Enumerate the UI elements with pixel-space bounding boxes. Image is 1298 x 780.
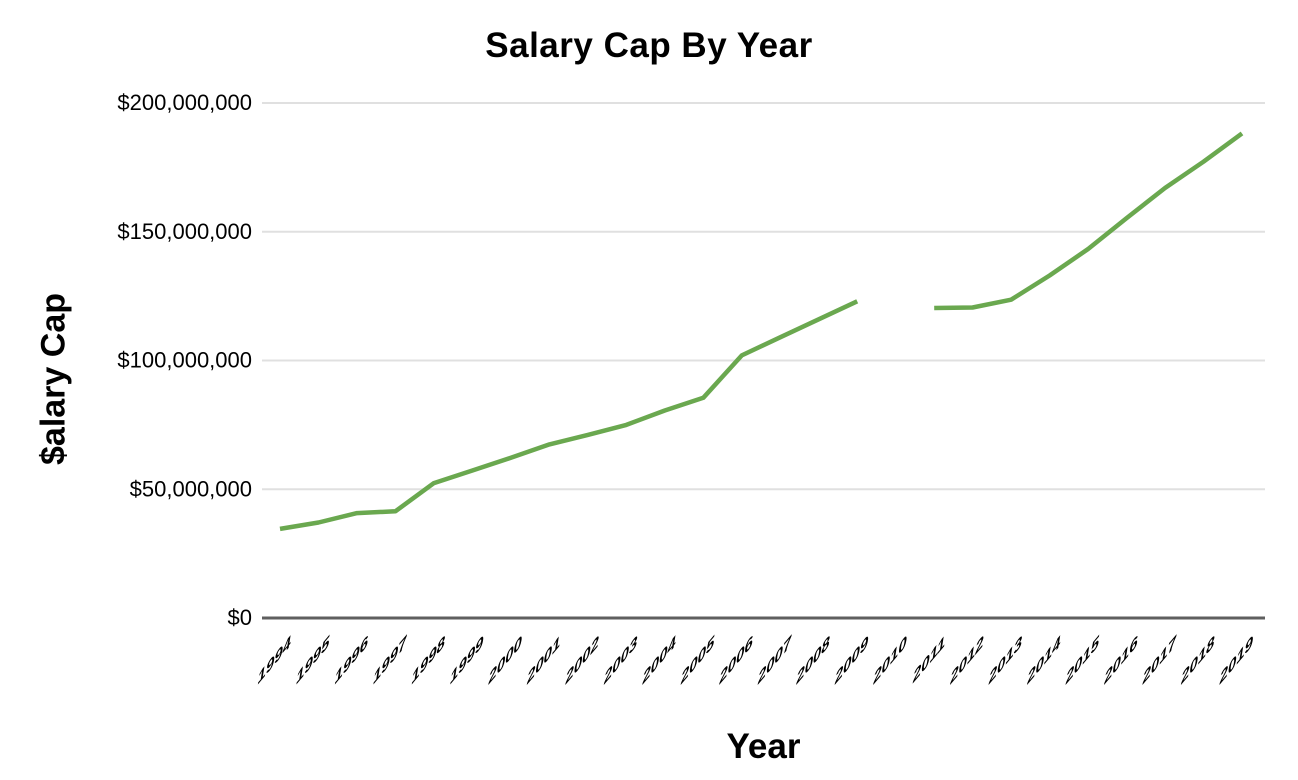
x-axis-tick-label: 2015 bbox=[1065, 631, 1100, 689]
x-axis-tick-label: 2006 bbox=[719, 631, 754, 689]
x-axis-tick-label: 2009 bbox=[834, 632, 868, 690]
y-axis-tick-label: $0 bbox=[228, 605, 252, 630]
x-axis-tick-label: 1998 bbox=[412, 632, 445, 689]
y-axis-tick-label: $100,000,000 bbox=[117, 348, 252, 373]
x-axis-tick-label: 2011 bbox=[912, 632, 945, 688]
salary-cap-line bbox=[279, 299, 859, 532]
x-axis-tick-label: 1996 bbox=[335, 631, 369, 689]
x-axis-title: Year bbox=[726, 727, 801, 766]
x-axis-tick-label: 1995 bbox=[296, 631, 330, 689]
x-axis-tick-label: 1997 bbox=[373, 631, 407, 689]
x-axis-tick-label: 2007 bbox=[757, 631, 792, 689]
x-axis-tick-label: 2002 bbox=[565, 632, 599, 690]
x-axis-tick-label: 2013 bbox=[988, 632, 1022, 690]
x-axis-tick-label: 2010 bbox=[873, 632, 907, 690]
x-axis-tick-label: 2017 bbox=[1142, 631, 1177, 689]
x-axis-tick-label: 2003 bbox=[603, 632, 637, 690]
x-axis-tick-label: 2019 bbox=[1219, 632, 1253, 690]
y-axis-tick-label: $50,000,000 bbox=[130, 476, 252, 501]
x-axis-tick-label: 2004 bbox=[642, 632, 676, 690]
x-axis-tick-label: 2008 bbox=[796, 632, 830, 690]
y-axis-tick-label: $200,000,000 bbox=[117, 90, 252, 115]
x-axis-tick-label: 2000 bbox=[488, 632, 522, 690]
x-axis-tick-label: 1999 bbox=[450, 632, 483, 689]
x-axis-tick-label: 2018 bbox=[1180, 632, 1214, 690]
y-axis-tick-label: $150,000,000 bbox=[117, 219, 252, 244]
x-axis-tick-label: 2014 bbox=[1026, 632, 1060, 690]
x-axis-tick-label: 2012 bbox=[950, 632, 984, 690]
x-axis-tick-label: 2005 bbox=[680, 631, 715, 689]
x-axis-tick-label: 1994 bbox=[258, 632, 291, 689]
chart-title: Salary Cap By Year bbox=[485, 26, 813, 65]
x-axis-tick-label: 2001 bbox=[526, 632, 560, 689]
x-axis-tick-label: 2016 bbox=[1103, 631, 1138, 689]
salary-cap-line bbox=[934, 131, 1244, 311]
